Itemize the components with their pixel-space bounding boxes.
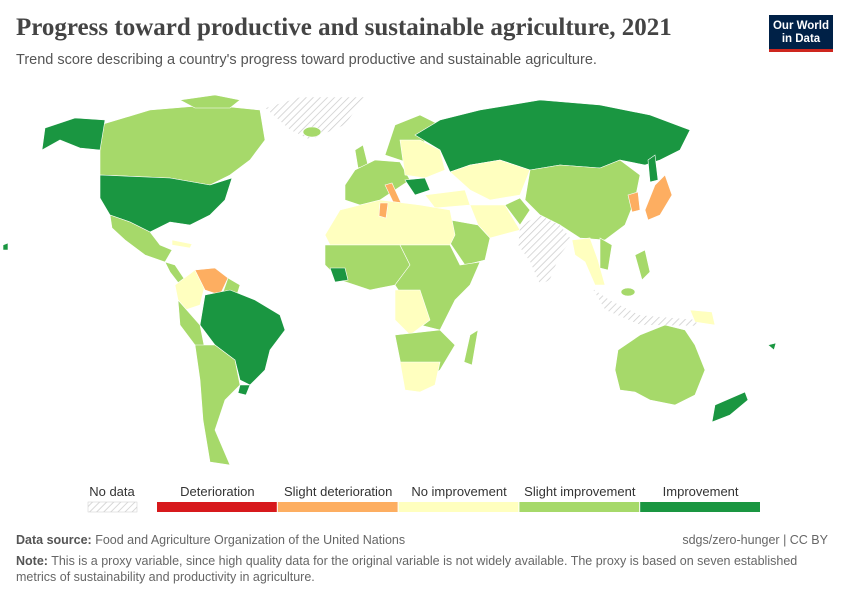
country[interactable]: [647, 154, 659, 183]
logo[interactable]: Our World in Data: [769, 15, 833, 52]
country[interactable]: [449, 159, 531, 201]
legend-label[interactable]: Slight deterioration: [284, 484, 392, 499]
country[interactable]: [591, 287, 701, 327]
country[interactable]: [179, 94, 241, 109]
legend-label[interactable]: No data: [89, 484, 135, 499]
country[interactable]: [634, 249, 651, 281]
title: Progress toward productive and sustainab…: [16, 14, 672, 41]
country[interactable]: [329, 267, 349, 283]
country[interactable]: [711, 391, 749, 423]
country[interactable]: [264, 96, 366, 141]
country[interactable]: [41, 117, 106, 151]
country[interactable]: [399, 361, 441, 393]
legend-swatch[interactable]: [640, 502, 760, 512]
country[interactable]: [109, 214, 173, 263]
logo-line: Our World: [772, 20, 829, 32]
logo-line: in Data: [781, 33, 821, 45]
country[interactable]: [627, 191, 641, 213]
subtitle: Trend score describing a country's progr…: [16, 52, 597, 68]
country[interactable]: [404, 177, 431, 196]
country[interactable]: [689, 309, 716, 326]
country[interactable]: [344, 159, 411, 206]
license[interactable]: sdgs/zero-hunger | CC BY: [682, 533, 828, 547]
country[interactable]: [171, 239, 193, 249]
legend-label[interactable]: No improvement: [411, 484, 507, 499]
note-text: This is a proxy variable, since high qua…: [16, 554, 798, 584]
source: Data source: Food and Agriculture Organi…: [16, 533, 405, 547]
legend-label[interactable]: Slight improvement: [524, 484, 636, 499]
world-map: No data Deterioration Slight deterioratio…: [2, 94, 777, 513]
legend-swatch[interactable]: [277, 502, 398, 512]
country[interactable]: [614, 324, 706, 406]
note-label: Note:: [16, 554, 48, 568]
legend-label[interactable]: Deterioration: [180, 484, 254, 499]
legend-swatch[interactable]: [398, 502, 519, 512]
country[interactable]: [644, 174, 673, 221]
country[interactable]: [237, 384, 251, 396]
source-label: Data source:: [16, 533, 92, 547]
country[interactable]: [378, 202, 389, 219]
country[interactable]: [504, 197, 531, 226]
country[interactable]: [194, 344, 241, 466]
country[interactable]: [620, 287, 636, 297]
country[interactable]: [99, 104, 266, 186]
country[interactable]: [517, 214, 573, 286]
country[interactable]: [2, 242, 9, 251]
note: Note: This is a proxy variable, since hi…: [16, 553, 816, 585]
country[interactable]: [463, 329, 479, 366]
legend-swatch[interactable]: [519, 502, 640, 512]
legend-swatch[interactable]: [157, 502, 277, 512]
country[interactable]: [599, 237, 613, 271]
legend-no-data-swatch[interactable]: [87, 501, 138, 513]
country[interactable]: [394, 289, 431, 336]
country[interactable]: [424, 189, 471, 209]
country[interactable]: [571, 237, 606, 286]
legend-label[interactable]: Improvement: [663, 484, 739, 499]
country[interactable]: [194, 267, 229, 296]
country[interactable]: [767, 342, 777, 351]
source-text: Food and Agriculture Organization of the…: [95, 533, 406, 547]
country[interactable]: [302, 126, 322, 138]
country[interactable]: [399, 139, 446, 179]
